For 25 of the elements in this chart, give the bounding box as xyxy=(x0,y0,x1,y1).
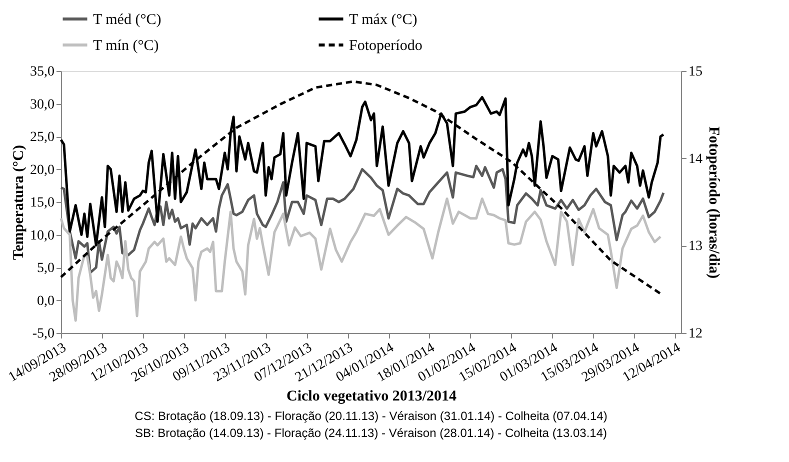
text: SB: Brotação (14.09.13) - Floração (24.11.13) - Véraison (28.01.14) - Colheita (13.03.14) xyxy=(134,426,608,440)
y2-axis-title: Fotoperíodo (horas/dia) xyxy=(706,126,722,279)
legend-label: T méd (°C) xyxy=(93,12,162,28)
y2-tick-label: 14 xyxy=(688,152,702,167)
legend-label: T mín (°C) xyxy=(93,38,159,54)
x-axis-title: Ciclo vegetativo 2013/2014 xyxy=(286,388,457,405)
y2-tick-label: 15 xyxy=(688,64,702,80)
y2-tick-label: 12 xyxy=(688,326,702,342)
legend-label: Fotoperíodo xyxy=(349,38,422,54)
text: CS: Brotação (18.09.13) - Floração (20.11.13) - Véraison (31.01.14) - Colheita (07.04.14) xyxy=(134,409,608,424)
y2-tick-label: 13 xyxy=(688,239,702,254)
y-tick-label: 35,0 xyxy=(30,64,54,80)
y-tick-label: -5,0 xyxy=(32,326,54,342)
legend-label: T máx (°C) xyxy=(349,12,418,28)
y-tick-label: 25,0 xyxy=(30,130,54,145)
y-tick-label: 15,0 xyxy=(30,196,54,210)
y-axis-title: Temperatura (°C) xyxy=(11,144,27,260)
line-series xyxy=(60,164,665,274)
line-series xyxy=(60,80,662,295)
y-tick-label: 30,0 xyxy=(30,97,54,112)
line-series xyxy=(60,197,662,322)
y-tick-label: 20,0 xyxy=(30,162,54,178)
y-tick-label: 0,0 xyxy=(37,294,54,309)
y-tick-label: 5,0 xyxy=(37,261,54,276)
y-tick-label: 10,0 xyxy=(30,228,54,244)
